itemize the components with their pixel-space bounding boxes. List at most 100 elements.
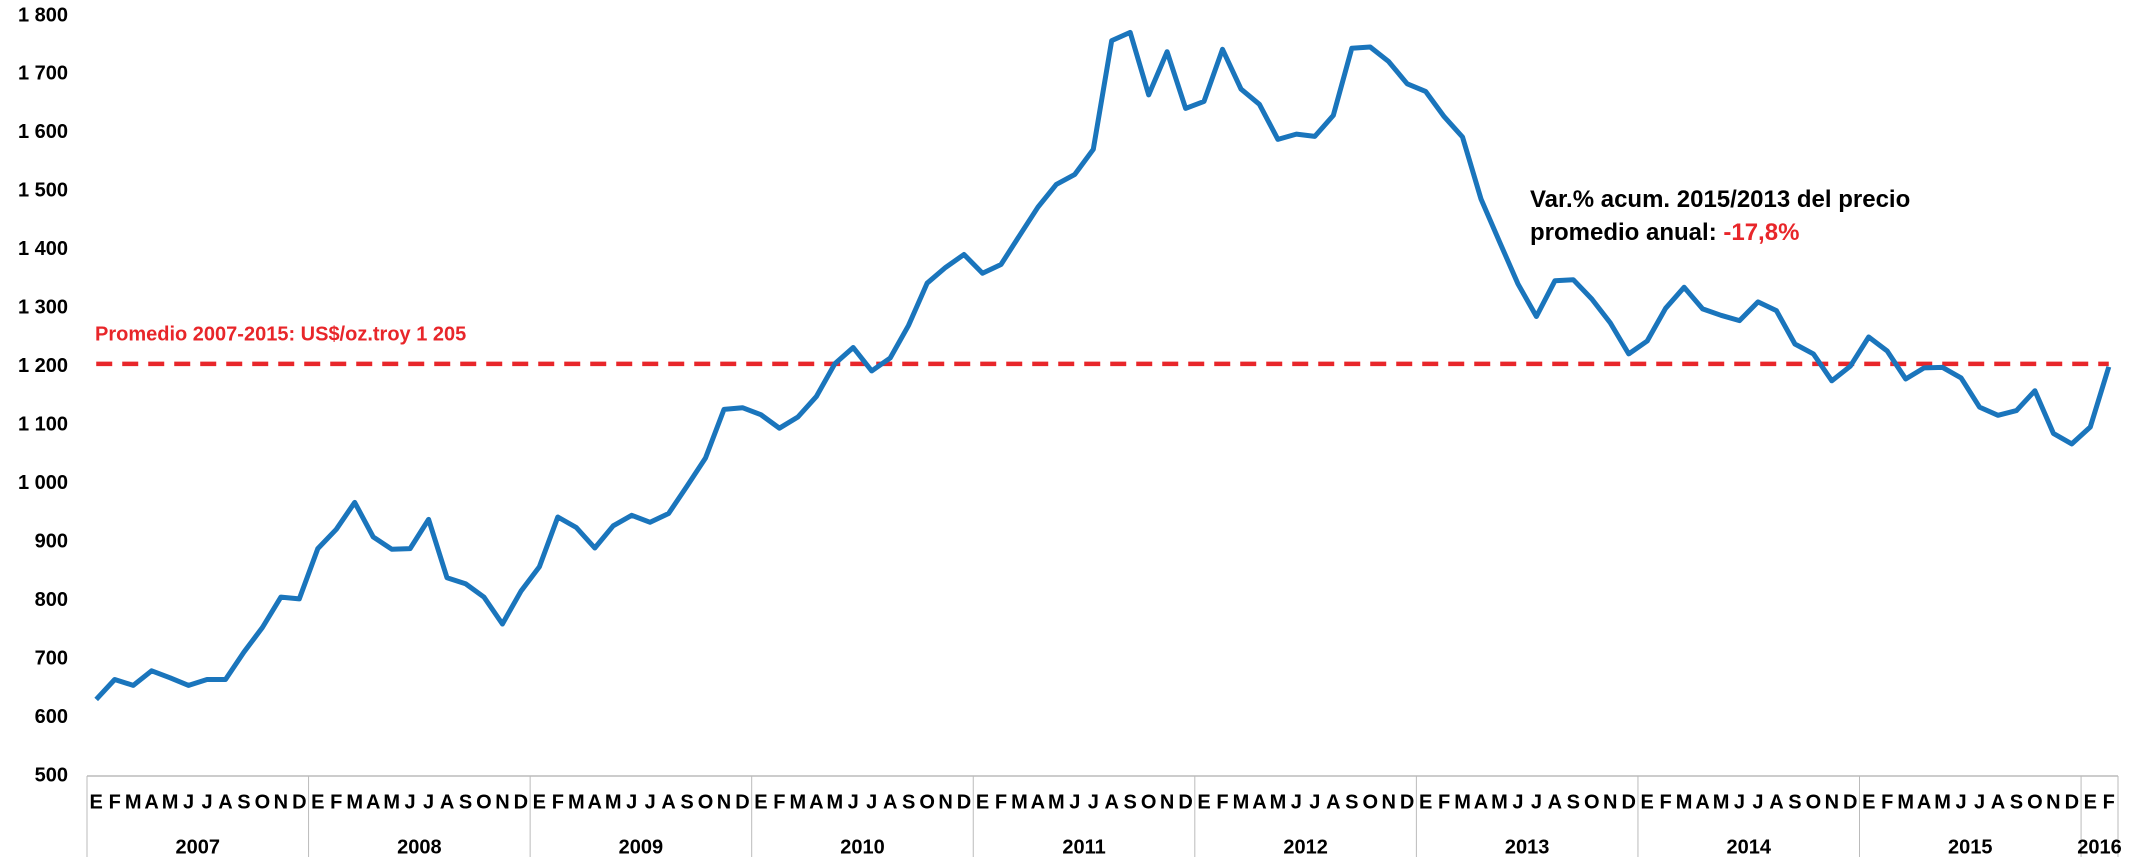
x-tick-label: A bbox=[1548, 791, 1562, 813]
x-tick-label: J bbox=[1291, 791, 1302, 813]
x-tick-label: S bbox=[1788, 791, 1801, 813]
annotation-line: Var.% acum. 2015/2013 del precio bbox=[1530, 186, 1910, 213]
x-tick-label: M bbox=[568, 791, 585, 813]
x-tick-label: J bbox=[866, 791, 877, 813]
series-line bbox=[94, 29, 2112, 702]
x-tick-label: A bbox=[218, 791, 232, 813]
x-tick-label: D bbox=[957, 791, 971, 813]
x-tick-label: M bbox=[1454, 791, 1471, 813]
x-tick-label: J bbox=[423, 791, 434, 813]
x-tick-label: N bbox=[1603, 791, 1617, 813]
x-tick-label: D bbox=[1178, 791, 1192, 813]
x-tick-label: N bbox=[2046, 791, 2060, 813]
x-tick-label: M bbox=[125, 791, 142, 813]
x-tick-label: M bbox=[1934, 791, 1951, 813]
x-tick-label: A bbox=[366, 791, 380, 813]
x-tick-label: S bbox=[237, 791, 250, 813]
x-tick-label: A bbox=[144, 791, 158, 813]
year-label: 2013 bbox=[1505, 836, 1550, 857]
x-tick-label: N bbox=[717, 791, 731, 813]
y-tick-label: 1 800 bbox=[18, 4, 68, 26]
x-tick-label: S bbox=[1567, 791, 1580, 813]
x-tick-label: M bbox=[790, 791, 807, 813]
x-tick-label: E bbox=[311, 791, 324, 813]
annotation-text: Var.% acum. 2015/2013 del precio bbox=[1530, 186, 1910, 213]
x-tick-label: M bbox=[346, 791, 363, 813]
y-tick-label: 1 700 bbox=[18, 63, 68, 85]
y-tick-label: 500 bbox=[35, 764, 68, 786]
x-tick-label: M bbox=[1676, 791, 1693, 813]
x-tick-label: N bbox=[1825, 791, 1839, 813]
x-tick-label: F bbox=[552, 791, 564, 813]
x-tick-label: A bbox=[1769, 791, 1783, 813]
x-tick-label: N bbox=[1381, 791, 1395, 813]
x-tick-label: A bbox=[1105, 791, 1119, 813]
x-tick-label: E bbox=[1862, 791, 1875, 813]
x-tick-label: O bbox=[1806, 791, 1822, 813]
annotation-highlight: -17,8% bbox=[1723, 219, 1799, 246]
y-tick-label: 800 bbox=[35, 589, 68, 611]
x-tick-label: M bbox=[826, 791, 843, 813]
x-tick-label: E bbox=[754, 791, 767, 813]
x-tick-label: M bbox=[1270, 791, 1287, 813]
x-tick-label: N bbox=[938, 791, 952, 813]
x-tick-label: S bbox=[902, 791, 915, 813]
x-tick-label: F bbox=[1881, 791, 1893, 813]
x-tick-label: E bbox=[1419, 791, 1432, 813]
x-tick-label: A bbox=[809, 791, 823, 813]
x-tick-label: E bbox=[976, 791, 989, 813]
x-tick-label: J bbox=[1309, 791, 1320, 813]
y-tick-label: 1 300 bbox=[18, 297, 68, 319]
x-tick-label: J bbox=[1734, 791, 1745, 813]
x-tick-label: M bbox=[1713, 791, 1730, 813]
x-tick-label: J bbox=[183, 791, 194, 813]
x-tick-label: F bbox=[1438, 791, 1450, 813]
year-label: 2016 bbox=[2077, 836, 2122, 857]
x-tick-label: D bbox=[292, 791, 306, 813]
x-tick-label: F bbox=[995, 791, 1007, 813]
x-tick-label: N bbox=[1160, 791, 1174, 813]
year-label: 2014 bbox=[1726, 836, 1771, 857]
year-label: 2010 bbox=[840, 836, 885, 857]
x-tick-label: O bbox=[1584, 791, 1600, 813]
y-tick-label: 1 500 bbox=[18, 180, 68, 202]
x-tick-label: J bbox=[201, 791, 212, 813]
x-tick-label: S bbox=[680, 791, 693, 813]
x-tick-label: S bbox=[1124, 791, 1137, 813]
year-label: 2008 bbox=[397, 836, 442, 857]
y-tick-label: 1 400 bbox=[18, 238, 68, 260]
x-tick-label: O bbox=[255, 791, 271, 813]
x-tick-label: J bbox=[645, 791, 656, 813]
x-tick-label: O bbox=[1362, 791, 1378, 813]
x-tick-label: M bbox=[1048, 791, 1065, 813]
x-tick-label: M bbox=[1897, 791, 1914, 813]
x-tick-label: F bbox=[109, 791, 121, 813]
x-tick-label: D bbox=[514, 791, 528, 813]
x-tick-label: E bbox=[1197, 791, 1210, 813]
x-tick-label: D bbox=[1621, 791, 1635, 813]
x-tick-label: E bbox=[1641, 791, 1654, 813]
x-tick-label: A bbox=[1695, 791, 1709, 813]
x-tick-label: J bbox=[848, 791, 859, 813]
x-tick-label: E bbox=[2084, 791, 2097, 813]
y-tick-label: 600 bbox=[35, 706, 68, 728]
y-tick-label: 1 000 bbox=[18, 472, 68, 494]
x-tick-label: F bbox=[773, 791, 785, 813]
x-tick-label: J bbox=[405, 791, 416, 813]
x-tick-label: D bbox=[1843, 791, 1857, 813]
year-label: 2009 bbox=[619, 836, 664, 857]
x-tick-label: F bbox=[1660, 791, 1672, 813]
y-tick-label: 900 bbox=[35, 530, 68, 552]
year-label: 2015 bbox=[1948, 836, 1993, 857]
annotation-line: promedio anual: bbox=[1530, 219, 1717, 246]
x-tick-label: S bbox=[459, 791, 472, 813]
x-tick-label: A bbox=[661, 791, 675, 813]
year-label: 2012 bbox=[1283, 836, 1328, 857]
x-tick-label: A bbox=[883, 791, 897, 813]
reference-label: Promedio 2007-2015: US$/oz.troy 1 205 bbox=[95, 323, 466, 345]
x-tick-label: J bbox=[1752, 791, 1763, 813]
x-tick-label: J bbox=[1955, 791, 1966, 813]
x-tick-label: A bbox=[1474, 791, 1488, 813]
x-tick-label: A bbox=[588, 791, 602, 813]
